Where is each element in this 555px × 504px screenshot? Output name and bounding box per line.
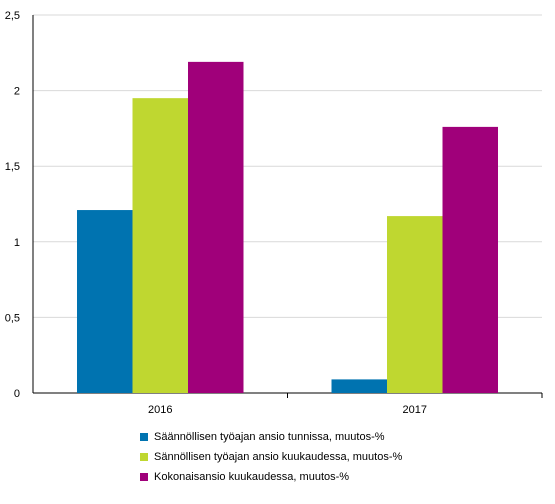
y-tick-label: 0,5 [5,312,20,324]
legend-item-series-2: Kokonaisansio kuukaudessa, muutos-% [140,471,402,483]
y-tick-label: 0 [14,388,20,400]
legend-item-series-1: Sännöllisen työajan ansio kuukaudessa, m… [140,451,402,463]
x-tick-label: 2016 [148,404,172,416]
x-tick-label: 2017 [403,404,427,416]
bar-2016-series-2 [188,61,244,393]
bar-2016-series-0 [77,210,133,393]
y-tick-label: 1 [14,237,20,249]
legend-swatch [140,433,148,441]
legend-swatch [140,473,148,481]
legend: Säännöllisen työajan ansio tunnissa, muu… [140,431,402,491]
y-tick-label: 2,5 [5,10,20,22]
bars [77,61,498,393]
legend-label: Sännöllisen työajan ansio kuukaudessa, m… [154,451,403,463]
y-tick-label: 2 [14,86,20,98]
tick-labels: 0 0,5 1 1,5 2 2,5 2016 2017 [5,10,427,416]
legend-label: Kokonaisansio kuukaudessa, muutos-% [154,471,350,483]
legend-item-series-0: Säännöllisen työajan ansio tunnissa, muu… [140,431,402,443]
bar-2017-series-1 [387,216,443,393]
y-tick-label: 1,5 [5,161,20,173]
legend-label: Säännöllisen työajan ansio tunnissa, muu… [154,431,385,443]
legend-swatch [140,453,148,461]
bar-2017-series-0 [331,379,387,393]
bar-2016-series-1 [132,98,188,393]
bar-2017-series-2 [442,126,498,393]
